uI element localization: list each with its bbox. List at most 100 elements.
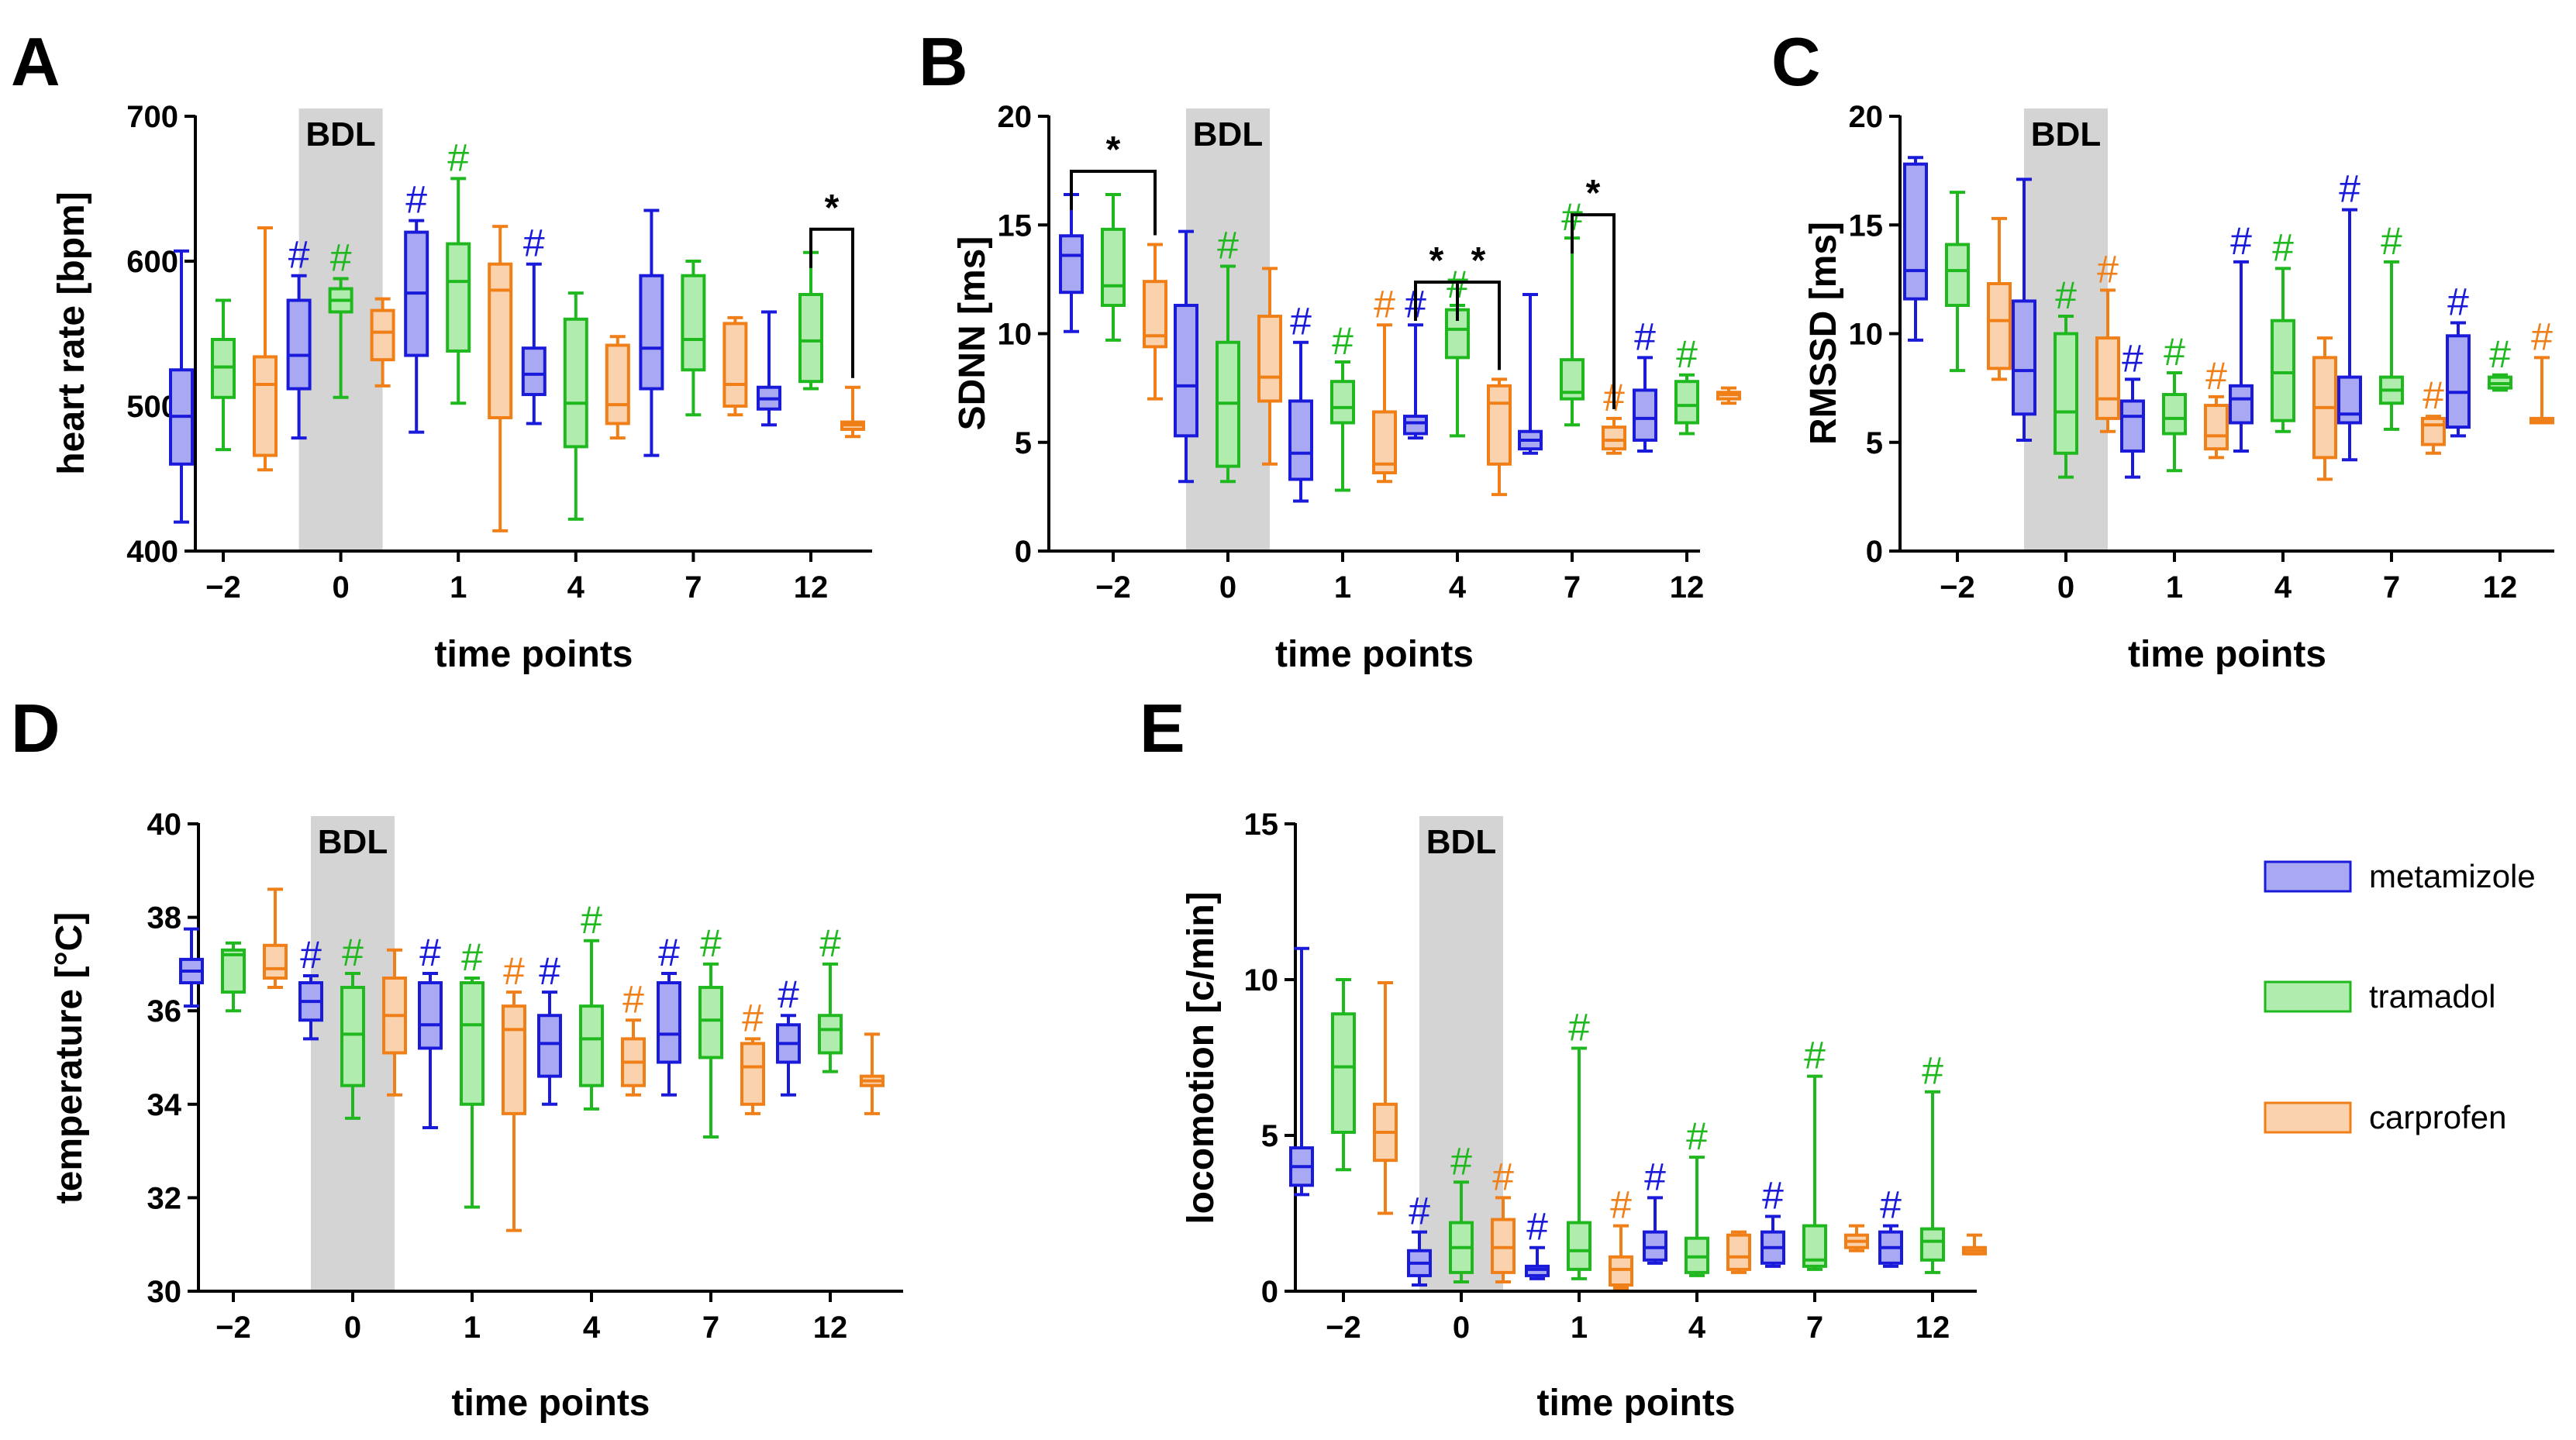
- box-iqr: [1633, 388, 1657, 442]
- box-metamizole: #: [404, 178, 429, 434]
- series-metamizole: # # #: [1059, 192, 1657, 503]
- box-iqr: [1602, 425, 1626, 451]
- box-metamizole: #: [1633, 315, 1657, 453]
- box-iqr: [681, 274, 706, 372]
- bdl-label: BDL: [2031, 115, 2101, 153]
- box-carprofen: #: [740, 996, 765, 1115]
- box-carprofen: #: [2095, 247, 2120, 433]
- y-tick-label: 20: [1849, 100, 1884, 134]
- box-metamizole: [1174, 229, 1198, 484]
- bracket-star: *: [1471, 240, 1486, 281]
- significance-hash: #: [1492, 1155, 1514, 1198]
- legend: metamizole tramadol carprofen: [2264, 858, 2536, 1135]
- box-iqr: [1330, 380, 1355, 425]
- box-carprofen: [605, 335, 630, 440]
- box-iqr: [2120, 399, 2145, 453]
- legend-swatch-carprofen: [2264, 1101, 2352, 1134]
- legend-label-carprofen: carprofen: [2369, 1099, 2506, 1135]
- x-axis-label: time points: [2128, 634, 2326, 675]
- box-metamizole: #: [298, 933, 323, 1041]
- box-carprofen: #: [2421, 374, 2446, 455]
- series-metamizole: # # # # #: [1289, 946, 1903, 1287]
- series-metamizole: # # # # #: [179, 927, 801, 1129]
- box-iqr: [1685, 1236, 1709, 1274]
- box-iqr: [1987, 281, 2012, 370]
- x-tick-label: −2: [216, 1311, 251, 1345]
- box-iqr: [1674, 380, 1699, 425]
- bracket-line: [1070, 169, 1157, 236]
- x-tick-label: 12: [2483, 570, 2518, 605]
- significance-hash: #: [2164, 330, 2185, 374]
- box-iqr: [740, 1042, 765, 1106]
- box-metamizole: #: [537, 949, 562, 1106]
- y-tick-label: 0: [1261, 1275, 1278, 1309]
- box-carprofen: #: [2529, 315, 2554, 425]
- significance-hash: #: [1217, 224, 1239, 267]
- x-tick-label: 4: [2274, 570, 2292, 605]
- x-tick-label: −2: [1940, 570, 1975, 605]
- x-tick-label: 1: [1571, 1311, 1588, 1345]
- panel-letter: C: [1771, 23, 1821, 100]
- significance-hash: #: [2097, 247, 2119, 291]
- significance-hash: #: [288, 233, 310, 277]
- box-iqr: [818, 1014, 843, 1055]
- series-carprofen: ##: [1143, 243, 1741, 497]
- box-carprofen: [1373, 981, 1398, 1215]
- significance-hash: #: [1568, 1005, 1590, 1049]
- box-iqr: [605, 343, 630, 425]
- box-iqr: [1903, 162, 1928, 301]
- box-tramadol: [681, 260, 706, 417]
- significance-hash: #: [658, 931, 680, 974]
- y-tick-label: 5: [1015, 426, 1032, 460]
- box-carprofen: [1962, 1233, 1987, 1256]
- box-carprofen: [488, 225, 513, 532]
- series-tramadol: # # # # #: [1101, 192, 1699, 492]
- series-metamizole: # # #: [169, 178, 781, 524]
- series-tramadol: # # # # #: [1945, 191, 2512, 479]
- legend-label-metamizole: metamizole: [2369, 858, 2536, 894]
- box-iqr: [263, 943, 288, 980]
- bracket-line: [809, 227, 854, 378]
- bdl-label: BDL: [318, 823, 388, 861]
- significance-hash: #: [1880, 1183, 1902, 1227]
- box-carprofen: [1716, 386, 1741, 405]
- significance-hash: #: [1686, 1114, 1708, 1158]
- panel-letter: D: [11, 690, 60, 767]
- bracket-line: [1571, 213, 1616, 409]
- box-metamizole: #: [1760, 1174, 1785, 1268]
- y-tick-label: 400: [126, 535, 178, 569]
- significance-hash: #: [1332, 319, 1354, 363]
- box-metamizole: [169, 249, 194, 524]
- significance-hash: #: [1634, 315, 1656, 358]
- box-carprofen: #: [1609, 1183, 1633, 1290]
- legend-swatch-metamizole: [2264, 860, 2352, 893]
- significance-hash: #: [503, 949, 525, 993]
- bdl-label: BDL: [1426, 823, 1496, 861]
- bracket-line: [1456, 281, 1501, 370]
- panel-d: BDL 30 32 34 36 38 40 −2 0 1 4 7 12 time points temper…: [11, 690, 903, 1424]
- box-tramadol: #: [1216, 224, 1240, 484]
- box-metamizole: [1289, 946, 1314, 1197]
- x-tick-label: 12: [1670, 570, 1705, 605]
- significance-hash: #: [2230, 219, 2252, 263]
- box-carprofen: [2312, 336, 2337, 481]
- series-metamizole: # # # #: [1903, 156, 2471, 479]
- box-iqr: [1491, 1218, 1516, 1274]
- significance-hash: #: [461, 935, 483, 979]
- box-iqr: [1609, 1255, 1633, 1287]
- significance-hash: #: [1610, 1183, 1632, 1227]
- box-carprofen: [382, 948, 407, 1097]
- x-tick-label: 4: [1688, 1311, 1706, 1345]
- y-tick-label: 10: [1244, 963, 1279, 997]
- panel-c: BDL 0 5 10 15 20 −2 0 1 4 7 12 time points RMSSD [ms]…: [1771, 23, 2554, 675]
- box-iqr: [1567, 1221, 1591, 1271]
- y-tick-label: 20: [998, 100, 1033, 134]
- box-iqr: [1643, 1230, 1667, 1262]
- x-tick-label: 0: [332, 570, 349, 605]
- box-carprofen: [1987, 216, 2012, 381]
- box-metamizole: #: [1525, 1205, 1550, 1280]
- x-tick-label: −2: [1326, 1311, 1361, 1345]
